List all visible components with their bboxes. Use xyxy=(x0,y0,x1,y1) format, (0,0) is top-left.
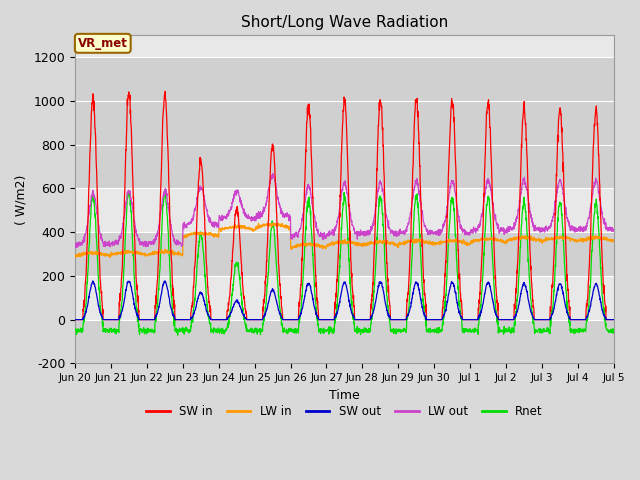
Y-axis label: ( W/m2): ( W/m2) xyxy=(15,174,28,225)
Text: VR_met: VR_met xyxy=(78,37,128,50)
Bar xyxy=(75,320,614,363)
Legend: SW in, LW in, SW out, LW out, Rnet: SW in, LW in, SW out, LW out, Rnet xyxy=(141,401,548,423)
Title: Short/Long Wave Radiation: Short/Long Wave Radiation xyxy=(241,15,448,30)
X-axis label: Time: Time xyxy=(329,389,360,402)
Bar xyxy=(75,57,614,189)
Bar xyxy=(75,232,614,276)
